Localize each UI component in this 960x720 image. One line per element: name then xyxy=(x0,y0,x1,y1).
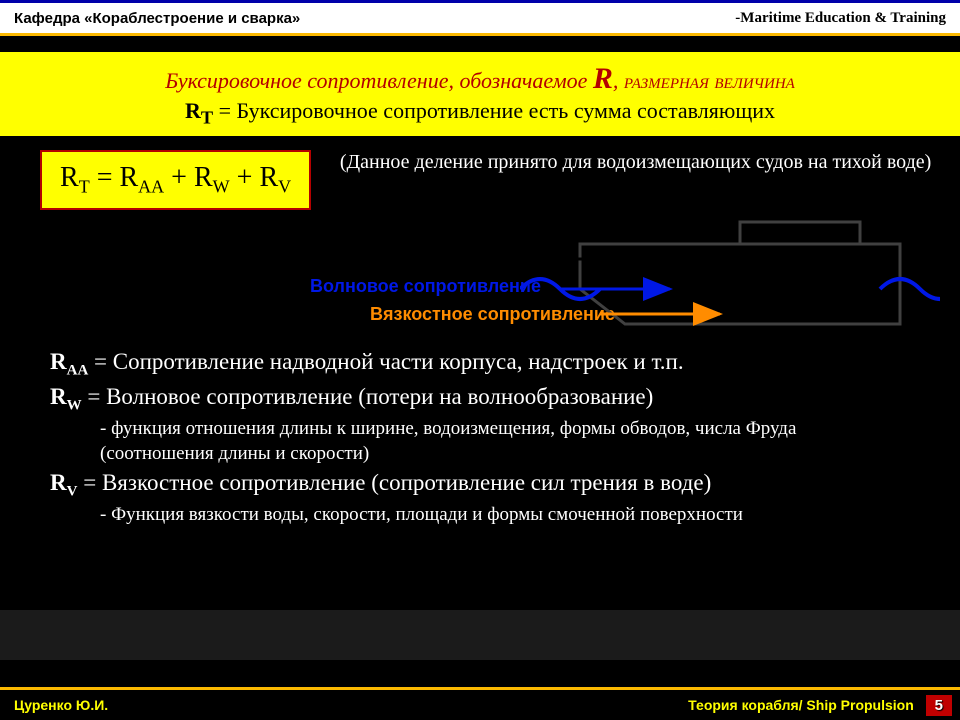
rt-symbol: RT xyxy=(185,98,213,123)
def-raa: RAA = Сопротивление надводной части корп… xyxy=(50,346,910,381)
footer-right: Теория корабля/ Ship Propulsion 5 xyxy=(688,697,952,714)
formula-box: RT = RAA + RW + RV xyxy=(40,150,311,210)
footer-bar: Цуренко Ю.И. Теория корабля/ Ship Propul… xyxy=(0,687,960,720)
def-rw: RW = Волновое сопротивление (потери на в… xyxy=(50,381,910,416)
ship-svg xyxy=(520,214,940,344)
program-title: -Maritime Education & Training xyxy=(735,10,946,27)
shadow-band xyxy=(0,610,960,660)
side-note: (Данное деление принято для водоизмещающ… xyxy=(311,150,960,210)
title-r: R xyxy=(593,62,613,95)
title-line2: RT = Буксировочное сопротивление есть су… xyxy=(20,98,940,128)
formula-row: RT = RAA + RW + RV (Данное деление приня… xyxy=(0,150,960,210)
definitions: RAA = Сопротивление надводной части корп… xyxy=(0,346,960,527)
wave-resistance-label: Волновое сопротивление xyxy=(310,276,541,297)
page-number: 5 xyxy=(926,695,952,716)
course-title: Теория корабля/ Ship Propulsion xyxy=(688,697,914,713)
title-text-b: , размерная величина xyxy=(613,68,795,93)
ship-diagram: Сопротивление воздуха Волновое сопротивл… xyxy=(0,214,960,344)
title-block: Буксировочное сопротивление, обозначаемо… xyxy=(0,52,960,136)
title-text-a: Буксировочное сопротивление, обозначаемо… xyxy=(165,68,593,93)
def-rv-note: - Функция вязкости воды, скорости, площа… xyxy=(100,502,910,528)
title-line2-rest: = Буксировочное сопротивление есть сумма… xyxy=(213,98,775,123)
def-rv: RV = Вязкостное сопротивление (сопротивл… xyxy=(50,467,910,502)
def-rw-note: - функция отношения длины к ширине, водо… xyxy=(100,416,910,467)
author: Цуренко Ю.И. xyxy=(14,697,108,713)
dept-title: Кафедра «Кораблестроение и сварка» xyxy=(14,10,300,27)
header-bar: Кафедра «Кораблестроение и сварка» -Mari… xyxy=(0,0,960,36)
title-line1: Буксировочное сопротивление, обозначаемо… xyxy=(20,62,940,96)
